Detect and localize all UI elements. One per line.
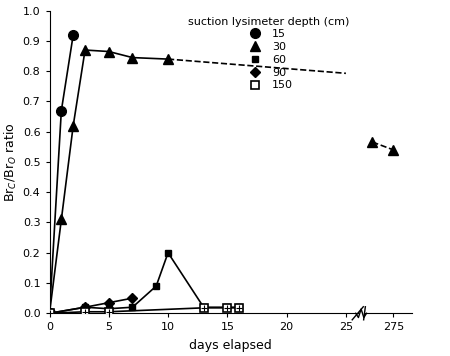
Text: days elapsed: days elapsed	[189, 339, 272, 352]
Y-axis label: Br$_C$/Br$_O$ ratio: Br$_C$/Br$_O$ ratio	[2, 122, 18, 202]
Legend: 15, 30, 60, 90, 150: 15, 30, 60, 90, 150	[184, 13, 352, 94]
